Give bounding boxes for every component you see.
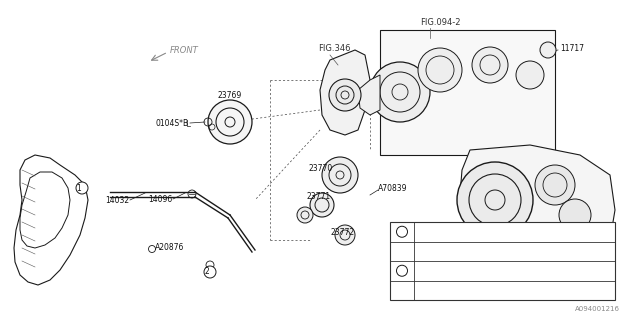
Text: 1: 1 [77, 183, 81, 193]
Circle shape [418, 48, 462, 92]
Text: 2: 2 [400, 268, 404, 274]
Text: FRONT: FRONT [170, 45, 199, 54]
Text: FIG.094-2: FIG.094-2 [420, 18, 461, 27]
Circle shape [370, 62, 430, 122]
Circle shape [535, 165, 575, 205]
Circle shape [472, 47, 508, 83]
Text: A094001216: A094001216 [575, 306, 620, 312]
Circle shape [540, 42, 556, 58]
Text: 0104S*B: 0104S*B [155, 118, 188, 127]
Text: 14032: 14032 [105, 196, 129, 204]
Circle shape [559, 199, 591, 231]
Circle shape [76, 182, 88, 194]
Text: K22112 <36D>: K22112 <36D> [418, 247, 477, 256]
Polygon shape [460, 145, 615, 255]
Circle shape [148, 245, 156, 252]
Circle shape [329, 79, 361, 111]
Circle shape [322, 157, 358, 193]
Text: 2: 2 [205, 268, 209, 276]
Text: A70839: A70839 [378, 183, 408, 193]
Circle shape [297, 207, 313, 223]
Text: 0104S*A (-’13MY1209): 0104S*A (-’13MY1209) [418, 266, 505, 275]
Circle shape [457, 162, 533, 238]
Text: K22109 <30D>: K22109 <30D> [418, 227, 477, 236]
Bar [390, 222, 615, 300]
Polygon shape [358, 75, 380, 115]
Text: J20601  (’13MY1209-): J20601 (’13MY1209-) [418, 286, 500, 295]
Circle shape [208, 100, 252, 144]
Circle shape [397, 265, 408, 276]
Text: 23769: 23769 [218, 91, 242, 100]
Circle shape [204, 266, 216, 278]
Circle shape [335, 225, 355, 245]
Text: 1: 1 [400, 229, 404, 235]
Text: 14096: 14096 [148, 195, 172, 204]
Text: FIG.732: FIG.732 [518, 253, 550, 262]
Text: 23772: 23772 [330, 228, 354, 236]
Text: A20876: A20876 [155, 243, 184, 252]
Circle shape [516, 61, 544, 89]
Polygon shape [320, 50, 370, 135]
Bar [380, 30, 555, 155]
Circle shape [310, 193, 334, 217]
Text: 23771: 23771 [306, 191, 330, 201]
Text: 11717: 11717 [560, 44, 584, 52]
Circle shape [397, 226, 408, 237]
Text: 23770: 23770 [308, 164, 332, 172]
Text: FIG.346: FIG.346 [318, 44, 351, 52]
